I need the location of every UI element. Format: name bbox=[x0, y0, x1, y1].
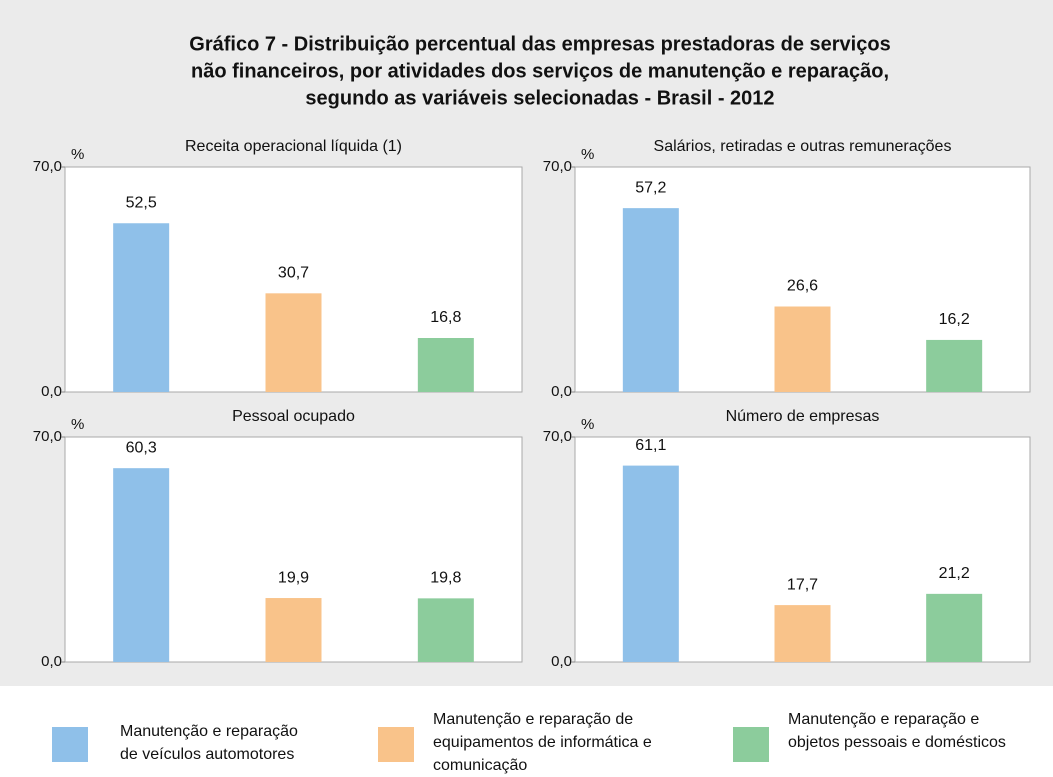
y-tick-label: 70,0 bbox=[33, 428, 62, 445]
legend-swatch bbox=[733, 727, 769, 762]
value-label: 61,1 bbox=[635, 437, 666, 454]
bar bbox=[113, 223, 170, 392]
bar bbox=[265, 598, 322, 662]
bar bbox=[774, 306, 831, 392]
panel-title: Receita operacional líquida (1) bbox=[185, 138, 402, 155]
bar bbox=[622, 208, 679, 392]
y-axis-label: % bbox=[581, 416, 594, 433]
chart-title: segundo as variáveis selecionadas - Bras… bbox=[305, 87, 774, 109]
y-axis-label: % bbox=[71, 416, 84, 433]
value-label: 17,7 bbox=[787, 576, 818, 593]
panel-title: Salários, retiradas e outras remuneraçõe… bbox=[654, 138, 952, 155]
bar bbox=[926, 339, 983, 392]
panel-title: Número de empresas bbox=[726, 408, 880, 425]
bar bbox=[417, 598, 474, 662]
bar bbox=[113, 468, 170, 662]
y-tick-label: 70,0 bbox=[33, 158, 62, 175]
y-axis-label: % bbox=[71, 146, 84, 163]
value-label: 16,8 bbox=[430, 309, 461, 326]
legend-swatch bbox=[378, 727, 414, 762]
bar bbox=[265, 293, 322, 392]
y-tick-label: 70,0 bbox=[543, 158, 572, 175]
legend-label: Manutenção e reparação de equipamentos d… bbox=[433, 711, 652, 774]
value-label: 16,2 bbox=[939, 311, 970, 328]
y-tick-label: 0,0 bbox=[41, 653, 62, 670]
value-label: 57,2 bbox=[635, 179, 666, 196]
value-label: 30,7 bbox=[278, 265, 309, 282]
bar bbox=[622, 465, 679, 662]
legend-label: Manutenção e reparação e objetos pessoai… bbox=[788, 711, 1006, 751]
value-label: 60,3 bbox=[126, 439, 157, 456]
chart-title: não financeiros, por atividades dos serv… bbox=[191, 60, 889, 82]
bar bbox=[417, 338, 474, 392]
y-tick-label: 0,0 bbox=[551, 653, 572, 670]
value-label: 19,8 bbox=[430, 570, 461, 587]
chart: Gráfico 7 - Distribuição percentual das … bbox=[0, 0, 1053, 686]
value-label: 21,2 bbox=[939, 565, 970, 582]
y-axis-label: % bbox=[581, 146, 594, 163]
legend-swatch bbox=[52, 727, 88, 762]
legend-label: Manutenção e reparação de veículos autom… bbox=[120, 723, 298, 763]
bar bbox=[926, 593, 983, 662]
chart-title: Gráfico 7 - Distribuição percentual das … bbox=[189, 33, 890, 55]
value-label: 52,5 bbox=[126, 194, 157, 211]
panel-title: Pessoal ocupado bbox=[232, 408, 355, 425]
bar bbox=[774, 605, 831, 662]
value-label: 19,9 bbox=[278, 569, 309, 586]
value-label: 26,6 bbox=[787, 278, 818, 295]
y-tick-label: 70,0 bbox=[543, 428, 572, 445]
y-tick-label: 0,0 bbox=[551, 383, 572, 400]
y-tick-label: 0,0 bbox=[41, 383, 62, 400]
